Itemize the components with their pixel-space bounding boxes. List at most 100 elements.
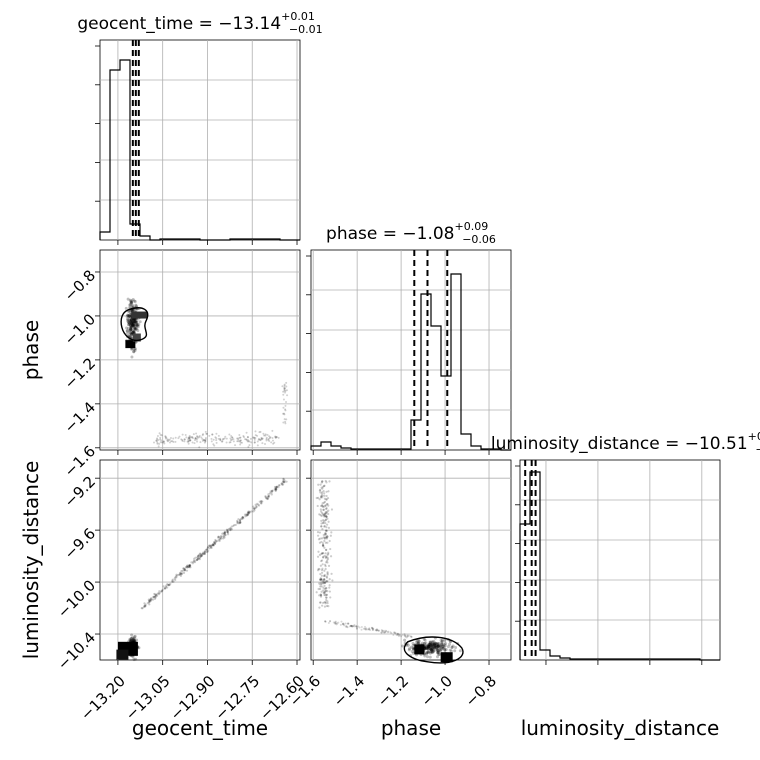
scatter-point — [253, 507, 256, 510]
scatter-point — [351, 624, 354, 627]
scatter-point — [215, 540, 218, 544]
scatter-point — [254, 430, 257, 433]
scatter-point — [187, 565, 190, 568]
scatter-point — [130, 304, 134, 308]
scatter-point — [436, 650, 440, 654]
density-peak — [414, 644, 425, 655]
scatter-point — [261, 437, 264, 440]
scatter-point — [321, 542, 325, 545]
scatter-point — [133, 320, 137, 324]
scatter-point — [135, 319, 139, 323]
scatter-point — [157, 439, 160, 442]
scatter-point — [355, 627, 358, 630]
scatter-point — [274, 488, 278, 491]
scatter-point — [274, 488, 277, 491]
scatter-point — [242, 434, 245, 437]
scatter-point — [380, 631, 383, 634]
scatter-point — [317, 538, 321, 541]
scatter-point — [126, 313, 130, 317]
scatter-point — [364, 628, 367, 631]
scatter-point — [427, 642, 431, 646]
scatter-point — [424, 651, 428, 655]
scatter-point — [189, 439, 192, 442]
scatter-point — [435, 649, 439, 653]
scatter-point — [324, 510, 327, 514]
scatter-point — [133, 319, 137, 323]
scatter-point — [406, 635, 409, 638]
scatter-point — [325, 575, 328, 578]
scatter-point — [283, 418, 286, 421]
scatter-point — [396, 632, 399, 635]
scatter-point — [237, 440, 240, 443]
scatter-point — [393, 631, 396, 634]
scatter-point — [236, 520, 240, 523]
scatter-point — [179, 573, 182, 576]
scatter-point — [427, 644, 431, 648]
scatter-point — [152, 595, 155, 598]
scatter-point — [221, 438, 224, 441]
scatter-point — [163, 442, 166, 445]
scatter-point — [320, 494, 323, 498]
scatter-point — [327, 509, 330, 512]
scatter-point — [132, 318, 136, 322]
scatter-point — [156, 442, 159, 445]
scatter-point — [385, 630, 388, 633]
scatter-point — [218, 538, 222, 541]
scatter-point — [318, 606, 321, 609]
scatter-point — [442, 644, 446, 648]
scatter-point — [273, 485, 277, 489]
scatter-point — [246, 435, 249, 438]
scatter-point — [198, 446, 201, 449]
scatter-point — [193, 442, 196, 445]
scatter-point — [194, 437, 197, 440]
scatter-point — [199, 441, 202, 444]
scatter-point — [433, 642, 437, 646]
scatter-point — [348, 625, 351, 628]
scatter-point — [370, 626, 373, 629]
scatter-point — [431, 648, 435, 652]
scatter-point — [436, 644, 440, 648]
scatter-point — [397, 635, 400, 638]
scatter-point — [431, 640, 435, 644]
scatter-point — [248, 510, 251, 513]
scatter-point — [127, 309, 131, 313]
scatter-point — [158, 591, 161, 595]
scatter-point — [212, 438, 215, 441]
scatter-point — [325, 589, 328, 592]
scatter-point — [182, 567, 185, 570]
scatter-point — [210, 544, 213, 547]
scatter-point — [431, 645, 435, 649]
scatter-point — [203, 438, 206, 441]
scatter-point — [128, 303, 132, 307]
histogram-panel-phase — [310, 249, 512, 451]
scatter-point — [129, 323, 133, 327]
scatter-point — [435, 646, 439, 650]
scatter-point — [127, 315, 131, 319]
scatter-point — [317, 483, 320, 486]
scatter-point — [319, 594, 323, 597]
scatter-point — [269, 490, 272, 493]
scatter-point — [226, 533, 230, 536]
scatter-point — [129, 332, 133, 336]
scatter-point — [166, 440, 169, 443]
scatter-point — [323, 590, 326, 593]
scatter-point — [163, 587, 167, 590]
scatter-point — [224, 531, 227, 534]
scatter-point — [153, 597, 157, 601]
scatter-point — [328, 539, 331, 543]
scatter-point — [404, 635, 407, 638]
scatter-point — [246, 440, 249, 443]
scatter-point — [426, 646, 430, 650]
scatter-point — [179, 572, 182, 575]
scatter-point — [327, 520, 330, 523]
scatter-point — [209, 545, 213, 548]
scatter-point — [256, 440, 259, 443]
scatter-point — [320, 559, 324, 562]
scatter-point — [370, 626, 373, 629]
scatter-point — [324, 541, 327, 544]
scatter-point — [428, 655, 432, 659]
scatter-point — [129, 332, 133, 336]
scatter-point — [255, 505, 258, 508]
scatter-point — [380, 631, 383, 634]
scatter-point — [409, 645, 413, 649]
